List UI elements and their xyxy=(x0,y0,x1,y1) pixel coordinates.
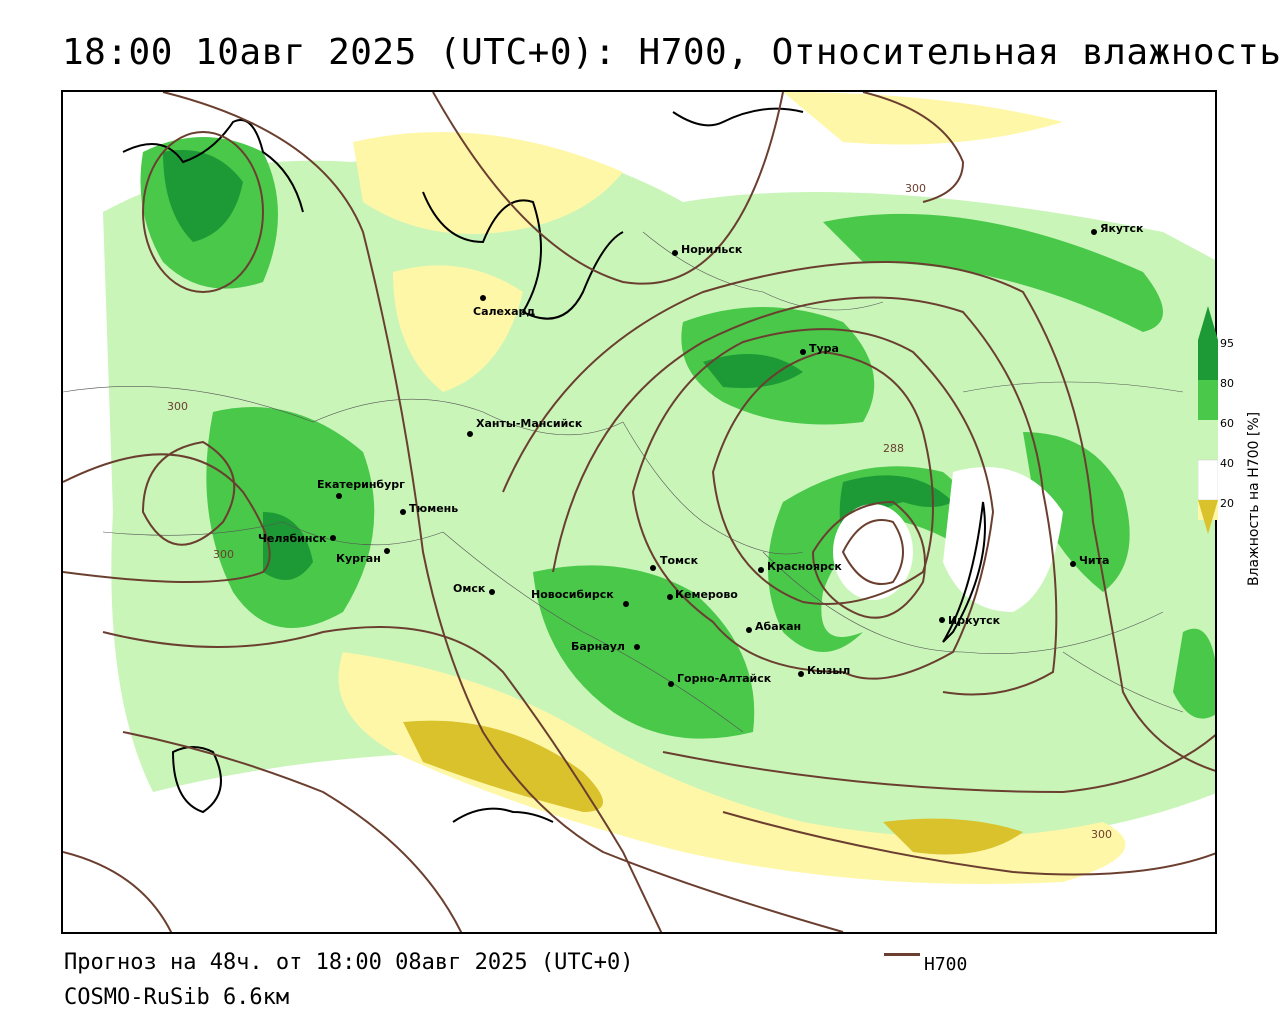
isoline-labels: 300 300 300 300 288 xyxy=(167,182,1112,841)
city-norilsk[interactable]: Норильск xyxy=(672,243,743,256)
city-chita[interactable]: Чита xyxy=(1070,554,1109,567)
isoline-label: 300 xyxy=(905,182,926,195)
city-krasnoyarsk[interactable]: Красноярск xyxy=(758,560,842,573)
svg-text:Якутск: Якутск xyxy=(1100,222,1144,235)
svg-text:Красноярск: Красноярск xyxy=(767,560,842,573)
city-markers: Якутск Норильск Салехард Тура Ханты-Манс… xyxy=(258,222,1144,687)
svg-text:Омск: Омск xyxy=(453,582,486,595)
city-irkutsk[interactable]: Иркутск xyxy=(939,614,1001,627)
svg-text:Барнаул: Барнаул xyxy=(571,640,625,653)
isoline-label: 300 xyxy=(213,548,234,561)
city-novosibirsk[interactable]: Новосибирск xyxy=(531,588,629,607)
svg-text:Кызыл: Кызыл xyxy=(807,664,850,677)
h700-legend-line xyxy=(884,953,920,956)
city-kyzyl[interactable]: Кызыл xyxy=(798,664,850,677)
svg-text:Чита: Чита xyxy=(1079,554,1109,567)
city-salekhard[interactable]: Салехард xyxy=(473,295,535,318)
svg-text:Челябинск: Челябинск xyxy=(258,532,327,545)
svg-text:Тюмень: Тюмень xyxy=(409,502,458,515)
model-name: COSMO-RuSib 6.6км xyxy=(64,985,290,1010)
svg-text:Норильск: Норильск xyxy=(681,243,743,256)
map-title: 18:00 10авг 2025 (UTC+0): H700, Относите… xyxy=(62,32,1280,73)
humidity-field xyxy=(63,92,1215,932)
city-gorno-altaysk[interactable]: Горно-Алтайск xyxy=(668,672,772,687)
svg-text:Новосибирск: Новосибирск xyxy=(531,588,614,601)
svg-text:Курган: Курган xyxy=(336,552,381,565)
city-omsk[interactable]: Омск xyxy=(453,582,495,595)
city-yekaterinburg[interactable]: Екатеринбург xyxy=(317,478,405,499)
coastlines xyxy=(122,107,986,823)
forecast-info: Прогноз на 48ч. от 18:00 08авг 2025 (UTC… xyxy=(64,950,634,975)
city-tyumen[interactable]: Тюмень xyxy=(400,502,458,515)
city-abakan[interactable]: Абакан xyxy=(746,620,801,633)
colorbar-tick: 95 xyxy=(1220,337,1234,350)
isoline-label: 300 xyxy=(167,400,188,413)
svg-text:Кемерово: Кемерово xyxy=(675,588,738,601)
svg-text:Абакан: Абакан xyxy=(755,620,801,633)
h700-legend-label: H700 xyxy=(924,954,968,975)
city-khanty-mansiysk[interactable]: Ханты-Мансийск xyxy=(467,417,583,437)
svg-text:Иркутск: Иркутск xyxy=(948,614,1001,627)
svg-text:Томск: Томск xyxy=(660,554,699,567)
colorbar-tick: 60 xyxy=(1220,417,1234,430)
isoline-label: 300 xyxy=(1091,828,1112,841)
svg-text:Салехард: Салехард xyxy=(473,305,535,318)
city-tomsk[interactable]: Томск xyxy=(650,554,699,571)
isoline-label: 288 xyxy=(883,442,904,455)
city-yakutsk[interactable]: Якутск xyxy=(1091,222,1144,235)
weather-map[interactable]: 300 300 300 300 288 Якутск Норильск Сале… xyxy=(61,90,1217,934)
colorbar-tick: 40 xyxy=(1220,457,1234,470)
svg-text:Тура: Тура xyxy=(809,342,839,355)
map-canvas: 300 300 300 300 288 Якутск Норильск Сале… xyxy=(63,92,1215,932)
city-kemerovo[interactable]: Кемерово xyxy=(667,588,738,601)
colorbar-tick: 80 xyxy=(1220,377,1234,390)
colorbar-title: Влажность на H700 [%] xyxy=(1246,411,1262,586)
city-tura[interactable]: Тура xyxy=(800,342,839,355)
svg-text:Горно-Алтайск: Горно-Алтайск xyxy=(677,672,772,685)
city-kurgan[interactable]: Курган xyxy=(336,548,390,565)
h700-isolines xyxy=(63,92,1215,932)
city-barnaul[interactable]: Барнаул xyxy=(571,640,640,653)
city-chelyabinsk[interactable]: Челябинск xyxy=(258,532,336,545)
svg-text:Екатеринбург: Екатеринбург xyxy=(317,478,405,491)
svg-text:Ханты-Мансийск: Ханты-Мансийск xyxy=(476,417,583,430)
humidity-colorbar xyxy=(1197,300,1219,540)
colorbar-tick: 20 xyxy=(1220,497,1234,510)
